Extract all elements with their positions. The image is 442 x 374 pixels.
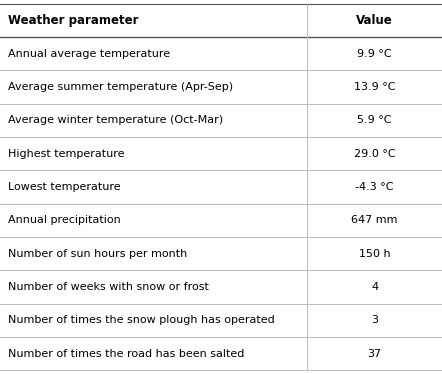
Text: 37: 37: [368, 349, 381, 359]
Text: 5.9 °C: 5.9 °C: [357, 115, 392, 125]
Text: 3: 3: [371, 315, 378, 325]
Text: 4: 4: [371, 282, 378, 292]
Text: 647 mm: 647 mm: [351, 215, 398, 225]
Text: Number of weeks with snow or frost: Number of weeks with snow or frost: [8, 282, 209, 292]
Text: Lowest temperature: Lowest temperature: [8, 182, 121, 192]
Text: 9.9 °C: 9.9 °C: [357, 49, 392, 59]
Text: 13.9 °C: 13.9 °C: [354, 82, 395, 92]
Text: Highest temperature: Highest temperature: [8, 149, 125, 159]
Text: Number of sun hours per month: Number of sun hours per month: [8, 249, 187, 259]
Text: 29.0 °C: 29.0 °C: [354, 149, 396, 159]
Text: Number of times the snow plough has operated: Number of times the snow plough has oper…: [8, 315, 275, 325]
Text: Number of times the road has been salted: Number of times the road has been salted: [8, 349, 244, 359]
Text: -4.3 °C: -4.3 °C: [355, 182, 394, 192]
Text: Annual precipitation: Annual precipitation: [8, 215, 121, 225]
Text: Value: Value: [356, 14, 393, 27]
Text: Average winter temperature (Oct-Mar): Average winter temperature (Oct-Mar): [8, 115, 223, 125]
Text: Weather parameter: Weather parameter: [8, 14, 138, 27]
Text: 150 h: 150 h: [359, 249, 390, 259]
Text: Annual average temperature: Annual average temperature: [8, 49, 170, 59]
Text: Average summer temperature (Apr-Sep): Average summer temperature (Apr-Sep): [8, 82, 233, 92]
